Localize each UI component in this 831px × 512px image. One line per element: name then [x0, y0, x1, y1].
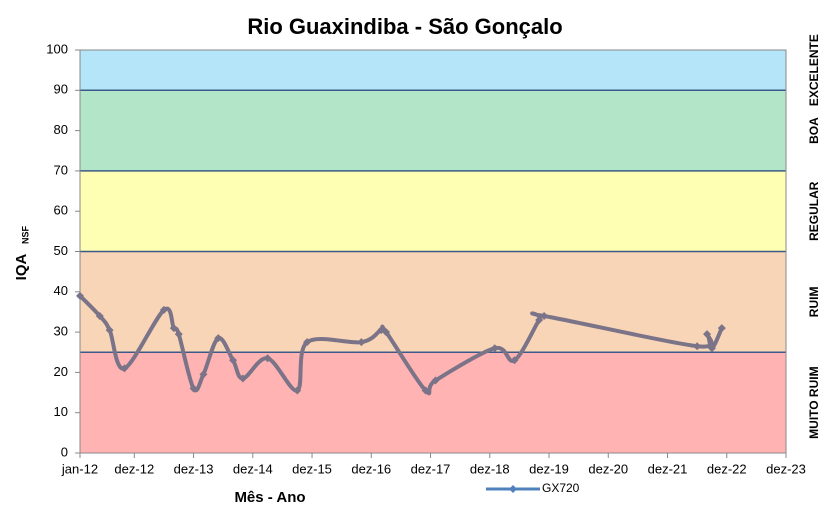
band: [80, 50, 786, 91]
y-tick-label: 40: [54, 283, 68, 298]
point-marker: [95, 311, 104, 320]
y-tick-label: 0: [61, 444, 68, 459]
chart-title: Rio Guaxindiba - São Gonçalo: [247, 14, 562, 39]
point-marker: [229, 356, 238, 365]
legend-marker: [509, 485, 517, 493]
band-label: RUIM: [807, 287, 821, 318]
point-marker: [174, 330, 183, 339]
x-tick-label: dez-17: [411, 461, 451, 476]
band-label: BOA: [807, 117, 821, 144]
point-marker: [357, 338, 366, 347]
x-tick-label: dez-14: [233, 461, 273, 476]
y-tick-label: 80: [54, 122, 68, 137]
point-marker: [263, 354, 272, 363]
y-tick-label: 20: [54, 364, 68, 379]
y-tick-label: 10: [54, 404, 68, 419]
y-tick-label: 30: [54, 324, 68, 339]
point-marker: [510, 356, 519, 365]
y-tick-label: 100: [46, 41, 68, 56]
point-marker: [540, 311, 549, 320]
x-tick-label: dez-21: [648, 461, 688, 476]
point-marker: [293, 386, 302, 395]
band-label: MUITO RUIM: [807, 366, 821, 438]
point-marker: [159, 305, 168, 314]
point-marker: [707, 344, 716, 353]
point-marker: [703, 330, 712, 339]
band-label: EXCELENTE: [807, 34, 821, 106]
y-tick-label: 90: [54, 82, 68, 97]
x-tick-label: dez-22: [707, 461, 747, 476]
y-label-sub: NSF: [20, 225, 30, 244]
point-marker: [382, 328, 391, 337]
band-label: REGULAR: [807, 181, 821, 241]
point-marker: [214, 334, 223, 343]
point-marker: [431, 376, 440, 385]
x-tick-label: jan-12: [61, 461, 98, 476]
band: [80, 251, 786, 353]
y-axis-label: IQA NSF: [13, 225, 30, 280]
band: [80, 90, 786, 171]
point-marker: [76, 291, 84, 300]
x-tick-label: dez-13: [174, 461, 214, 476]
point-marker: [490, 344, 499, 353]
point-marker: [169, 324, 178, 333]
point-marker: [535, 316, 544, 325]
point-marker: [199, 370, 208, 379]
band: [80, 170, 786, 252]
legend-label: GX720: [542, 481, 580, 495]
x-tick-label: dez-23: [766, 461, 806, 476]
x-axis-label: Mês - Ano: [234, 489, 305, 506]
point-marker: [421, 386, 430, 395]
point-marker: [105, 326, 114, 335]
band: [80, 352, 786, 453]
x-tick-label: dez-15: [292, 461, 332, 476]
x-tick-label: dez-19: [529, 461, 569, 476]
point-marker: [693, 342, 702, 351]
x-tick-label: dez-12: [114, 461, 154, 476]
x-tick-label: dez-20: [588, 461, 628, 476]
point-marker: [120, 364, 129, 373]
y-tick-label: 50: [54, 243, 68, 258]
point-marker: [238, 374, 247, 383]
y-label-main: IQA: [13, 254, 30, 281]
x-tick-label: dez-16: [351, 461, 391, 476]
point-marker: [189, 384, 198, 393]
y-tick-label: 70: [54, 162, 68, 177]
x-tick-label: dez-18: [470, 461, 510, 476]
point-marker: [717, 324, 726, 333]
y-tick-label: 60: [54, 203, 68, 218]
point-marker: [303, 338, 312, 347]
